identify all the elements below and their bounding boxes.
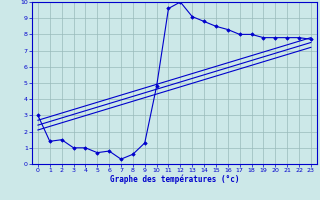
X-axis label: Graphe des températures (°c): Graphe des températures (°c)	[110, 175, 239, 184]
